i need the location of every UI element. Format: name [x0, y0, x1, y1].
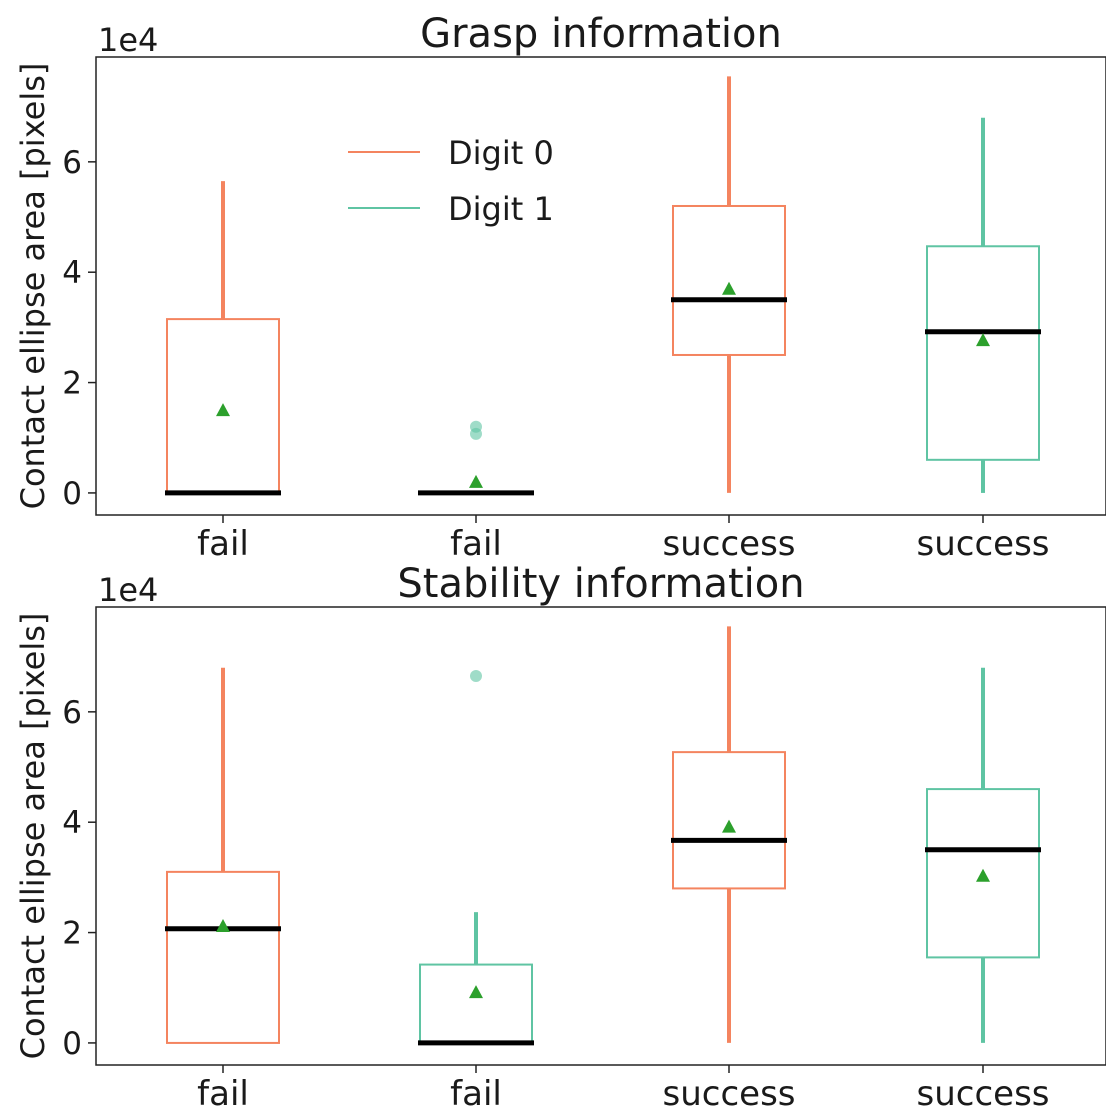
- chart-panel-2: Stability information 1e4 Contact ellipse …: [14, 561, 1106, 1112]
- box-1: [165, 181, 281, 496]
- iqr-box: [166, 870, 280, 1044]
- mean-marker: [469, 985, 483, 999]
- chart-title: Stability information: [397, 561, 804, 607]
- x-tick-label: fail: [197, 1074, 249, 1112]
- legend-label: Digit 0: [448, 134, 554, 172]
- outlier-point: [470, 427, 482, 440]
- y-tick-label: 4: [62, 255, 82, 291]
- y-tick-label: 0: [62, 476, 82, 512]
- box-4: [925, 117, 1041, 493]
- iqr-box: [926, 245, 1040, 461]
- outlier-point: [470, 669, 482, 682]
- x-tick-label: success: [663, 524, 796, 564]
- x-tick-label: success: [917, 524, 1050, 564]
- iqr-box: [672, 204, 786, 356]
- box-2: [418, 669, 534, 1046]
- x-tick-label: fail: [450, 1074, 502, 1112]
- y-axis-exponent-label: 1e4: [98, 21, 158, 59]
- chart-panel-1: Grasp information 1e4 Contact ellipse area…: [14, 11, 1106, 564]
- box-3: [671, 76, 787, 493]
- box-3: [671, 626, 787, 1043]
- box-1: [165, 667, 281, 1044]
- x-tick-label: success: [663, 1074, 796, 1112]
- mean-marker: [976, 868, 990, 882]
- mean-marker: [216, 918, 230, 932]
- chart-title: Grasp information: [420, 11, 782, 57]
- mean-marker: [216, 403, 230, 417]
- y-axis-exponent-label: 1e4: [98, 571, 158, 609]
- mean-marker: [722, 281, 736, 295]
- y-tick-label: 4: [62, 805, 82, 841]
- box-2: [418, 420, 534, 496]
- y-tick-label: 0: [62, 1026, 82, 1062]
- legend-label: Digit 1: [448, 190, 554, 228]
- y-tick-label: 2: [62, 916, 82, 952]
- y-tick-label: 2: [62, 366, 82, 402]
- plot-area-frame: [95, 56, 1106, 516]
- y-axis-label: Contact ellipse area [pixels]: [14, 613, 52, 1060]
- plot-area-frame: [95, 606, 1106, 1066]
- y-tick-label: 6: [62, 695, 82, 731]
- mean-marker: [469, 474, 483, 488]
- y-tick-label: 6: [62, 145, 82, 181]
- x-tick-label: success: [917, 1074, 1050, 1112]
- mean-marker: [976, 333, 990, 347]
- x-tick-label: fail: [197, 524, 249, 564]
- x-tick-label: fail: [450, 524, 502, 564]
- iqr-box: [419, 963, 533, 1044]
- box-4: [925, 667, 1041, 1043]
- mean-marker: [722, 819, 736, 833]
- legend: Digit 0 Digit 1: [348, 134, 554, 228]
- y-axis-label: Contact ellipse area [pixels]: [14, 63, 52, 510]
